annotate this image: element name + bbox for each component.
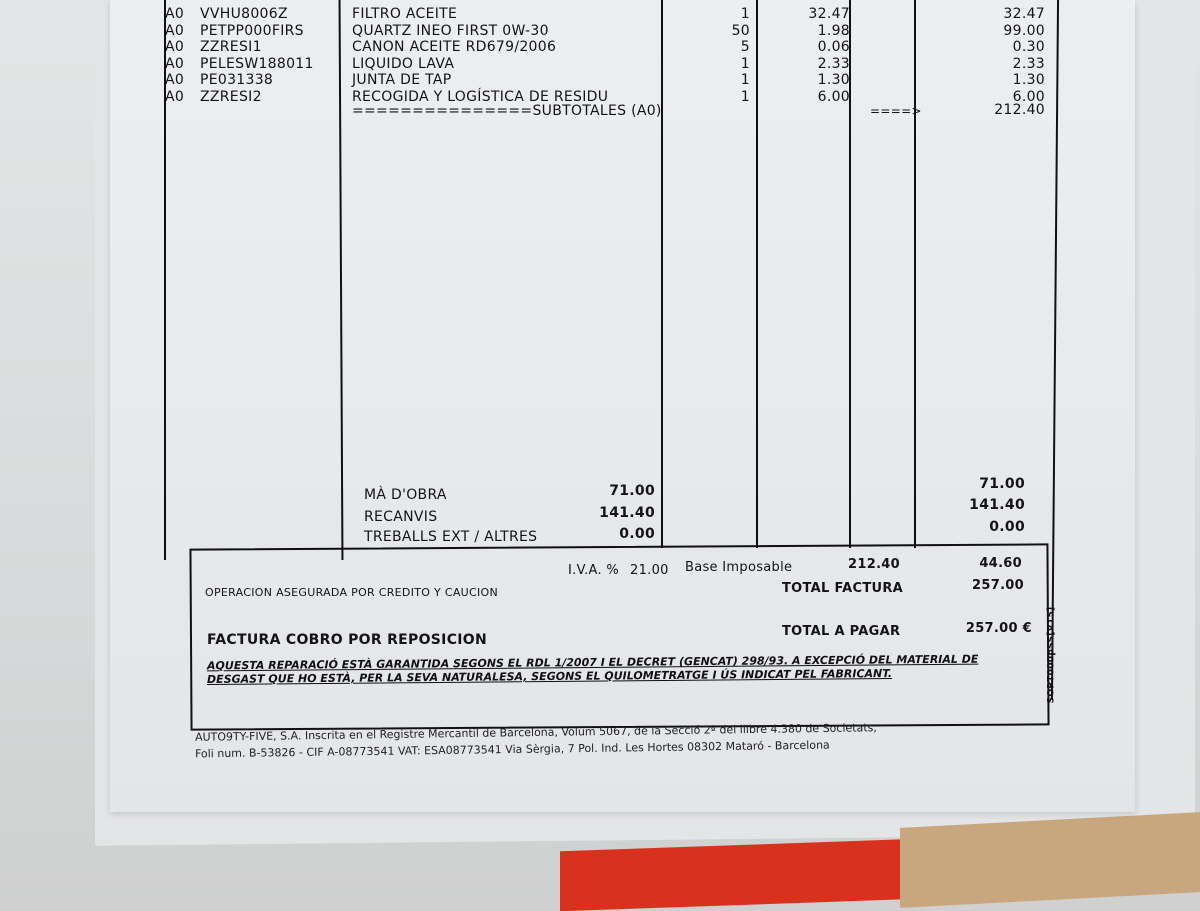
iva-amount: 44.60 (979, 556, 1022, 571)
item-code: PELESW188011 (200, 55, 314, 72)
item-series: A0 (165, 72, 185, 88)
item-code: VVHU8006Z (200, 6, 288, 22)
item-series: A0 (165, 88, 185, 105)
item-amount: 2.33 (1012, 55, 1045, 72)
item-description: LIQUIDO LAVA (352, 55, 455, 72)
base-value: 212.40 (848, 557, 900, 572)
item-description: CANON ACEITE RD679/2006 (352, 39, 557, 55)
insured-note: OPERACION ASEGURADA POR CREDITO Y CAUCIO… (205, 586, 499, 599)
invoice-page (110, 0, 1135, 812)
subtotal-amount: 212.40 (994, 102, 1045, 118)
base-label: Base Imposable (685, 560, 793, 575)
item-price: 1.98 (817, 22, 850, 39)
item-qty: 1 (740, 72, 750, 88)
labor-value: 71.00 (609, 483, 655, 499)
item-price: 32.47 (808, 6, 850, 22)
item-amount: 1.30 (1012, 72, 1045, 88)
item-qty: 50 (731, 22, 750, 39)
item-code: PE031338 (200, 72, 274, 88)
parts-value: 141.40 (599, 505, 655, 521)
wood-surface (900, 812, 1200, 908)
labor-total: 71.00 (979, 476, 1025, 492)
total-pagar-label: TOTAL A PAGAR (782, 624, 901, 639)
item-amount: 0.30 (1012, 39, 1045, 55)
subtotal-label: ===============SUBTOTALES (A0) (352, 103, 662, 119)
item-amount: 6.00 (1012, 88, 1045, 105)
item-description: RECOGIDA Y LOGÍSTICA DE RESIDU (352, 88, 609, 105)
parts-label: RECANVIS (364, 509, 438, 525)
total-factura-value: 257.00 (972, 578, 1024, 593)
iva-rate: 21.00 (630, 563, 669, 578)
labor-label: MÀ D'OBRA (364, 487, 447, 503)
item-price: 0.06 (817, 39, 850, 55)
red-object (560, 838, 920, 911)
column-divider (849, 0, 851, 548)
item-description: JUNTA DE TAP (352, 72, 452, 88)
column-divider (756, 0, 758, 548)
item-price: 2.33 (817, 55, 850, 72)
column-divider (164, 0, 166, 560)
other-label: TREBALLS EXT / ALTRES (364, 529, 538, 545)
subtotal-arrow: ====> (870, 104, 922, 118)
parts-total: 141.40 (969, 497, 1025, 513)
item-amount: 99.00 (1003, 22, 1045, 39)
item-qty: 1 (740, 6, 750, 22)
item-qty: 1 (740, 88, 750, 105)
item-amount: 32.47 (1003, 6, 1045, 22)
item-description: QUARTZ INEO FIRST 0W-30 (352, 22, 549, 39)
column-divider (914, 0, 916, 548)
item-code: ZZRESI2 (200, 88, 262, 105)
other-value: 0.00 (619, 526, 655, 542)
item-series: A0 (165, 39, 185, 55)
iva-label: I.V.A. % (568, 563, 619, 578)
form-code: SOPT000pSS[V15] (1046, 606, 1057, 704)
item-series: A0 (165, 22, 185, 39)
item-description: FILTRO ACEITE (352, 6, 458, 22)
item-code: PETPP000FIRS (200, 22, 304, 39)
total-pagar-value: 257.00 € (965, 621, 1032, 636)
column-divider (661, 0, 663, 548)
item-series: A0 (165, 55, 185, 72)
item-code: ZZRESI1 (200, 39, 262, 55)
payment-note: FACTURA COBRO POR REPOSICION (207, 632, 487, 648)
item-series: A0 (165, 6, 185, 22)
item-price: 1.30 (817, 72, 850, 88)
item-qty: 1 (740, 55, 750, 72)
item-qty: 5 (740, 39, 750, 55)
item-price: 6.00 (817, 88, 850, 105)
other-total: 0.00 (989, 519, 1025, 535)
total-factura-label: TOTAL FACTURA (782, 581, 904, 596)
